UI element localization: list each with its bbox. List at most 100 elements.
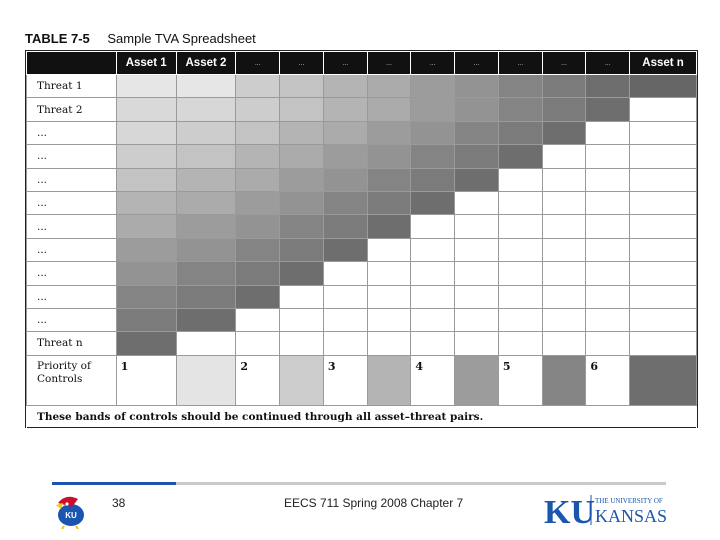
col-asset-ellipsis: ...	[454, 51, 499, 75]
pair-cell	[366, 237, 412, 263]
pair-cell	[454, 284, 499, 309]
pair-cell	[541, 214, 587, 239]
jayhawk-mascot-icon: KU	[56, 496, 84, 529]
pair-cell	[497, 120, 543, 146]
pair-cell	[629, 120, 697, 146]
pair-cell	[322, 144, 368, 169]
pair-cell	[497, 237, 543, 263]
pair-cell	[235, 190, 281, 216]
pair-cell	[175, 237, 237, 263]
pair-cell	[115, 167, 177, 192]
pair-cell	[585, 284, 631, 309]
pair-cell	[497, 331, 543, 356]
table-number: TABLE 7-5	[25, 31, 90, 46]
threat-row: ...	[26, 307, 697, 333]
pair-cell	[235, 144, 281, 169]
col-asset-ellipsis: ...	[322, 51, 368, 75]
pair-cell	[629, 284, 697, 309]
pair-cell	[541, 97, 587, 122]
threat-row: ...	[26, 144, 697, 169]
pair-cell	[175, 97, 237, 122]
pair-cell	[410, 120, 456, 146]
pair-cell	[497, 214, 543, 239]
pair-cell	[175, 144, 237, 169]
col-asset-ellipsis: ...	[366, 51, 412, 75]
pair-cell	[322, 214, 368, 239]
pair-cell	[497, 284, 543, 309]
band-2-swatch	[279, 354, 324, 406]
pair-cell	[235, 73, 281, 99]
pair-cell	[279, 167, 324, 192]
threat-row: ...	[26, 167, 697, 192]
pair-cell	[629, 190, 697, 216]
pair-cell	[629, 214, 697, 239]
pair-cell	[279, 144, 324, 169]
pair-cell	[541, 261, 587, 286]
pair-cell	[366, 214, 412, 239]
threat-label: ...	[26, 144, 117, 169]
col-asset-ellipsis: ...	[279, 51, 324, 75]
threat-label: Threat 1	[26, 73, 117, 99]
col-asset-1: Asset 1	[115, 51, 177, 75]
pair-cell	[541, 73, 587, 99]
pair-cell	[175, 331, 237, 356]
page-number: 38	[112, 496, 126, 510]
pair-cell	[497, 307, 543, 333]
pair-cell	[115, 307, 177, 333]
pair-cell	[366, 284, 412, 309]
tva-table: Asset 1 Asset 2 ... ... ... ... ... ... …	[26, 51, 697, 429]
footer-rule-gray	[176, 482, 666, 485]
threat-label: Threat n	[26, 331, 117, 356]
band-6-label-cell: 6	[585, 354, 631, 406]
pair-cell	[497, 97, 543, 122]
pair-cell	[410, 167, 456, 192]
ku-logo-top: THE UNIVERSITY OF	[595, 497, 663, 505]
pair-cell	[279, 284, 324, 309]
pair-cell	[366, 97, 412, 122]
note-row: These bands of controls should be contin…	[26, 404, 697, 429]
pair-cell	[454, 167, 499, 192]
pair-cell	[454, 214, 499, 239]
band-label: 2	[240, 359, 249, 373]
band-4-swatch	[454, 354, 499, 406]
pair-cell	[410, 144, 456, 169]
band-5-label-cell: 5	[497, 354, 543, 406]
pair-cell	[322, 237, 368, 263]
pair-cell	[629, 331, 697, 356]
col-asset-ellipsis: ...	[541, 51, 587, 75]
threat-row: ...	[26, 284, 697, 309]
pair-cell	[175, 214, 237, 239]
mascot-text: KU	[65, 511, 77, 520]
pair-cell	[585, 167, 631, 192]
band-label: 5	[502, 359, 511, 373]
pair-cell	[235, 284, 281, 309]
pair-cell	[410, 214, 456, 239]
priority-label: Priority of Controls	[26, 354, 117, 406]
header-corner	[26, 51, 117, 75]
pair-cell	[279, 73, 324, 99]
pair-cell	[497, 190, 543, 216]
pair-cell	[541, 237, 587, 263]
pair-cell	[115, 97, 177, 122]
course-title: EECS 711 Spring 2008 Chapter 7	[284, 496, 464, 510]
pair-cell	[322, 120, 368, 146]
col-asset-2: Asset 2	[175, 51, 237, 75]
pair-cell	[410, 284, 456, 309]
pair-cell	[235, 261, 281, 286]
pair-cell	[322, 167, 368, 192]
threat-row: ...	[26, 214, 697, 239]
pair-cell	[322, 331, 368, 356]
pair-cell	[585, 331, 631, 356]
pair-cell	[366, 73, 412, 99]
pair-cell	[235, 167, 281, 192]
pair-cell	[279, 307, 324, 333]
header-row: Asset 1 Asset 2 ... ... ... ... ... ... …	[26, 51, 697, 75]
pair-cell	[629, 261, 697, 286]
pair-cell	[175, 190, 237, 216]
pair-cell	[115, 331, 177, 356]
pair-cell	[541, 167, 587, 192]
pair-cell	[235, 237, 281, 263]
pair-cell	[175, 261, 237, 286]
pair-cell	[454, 307, 499, 333]
pair-cell	[115, 214, 177, 239]
